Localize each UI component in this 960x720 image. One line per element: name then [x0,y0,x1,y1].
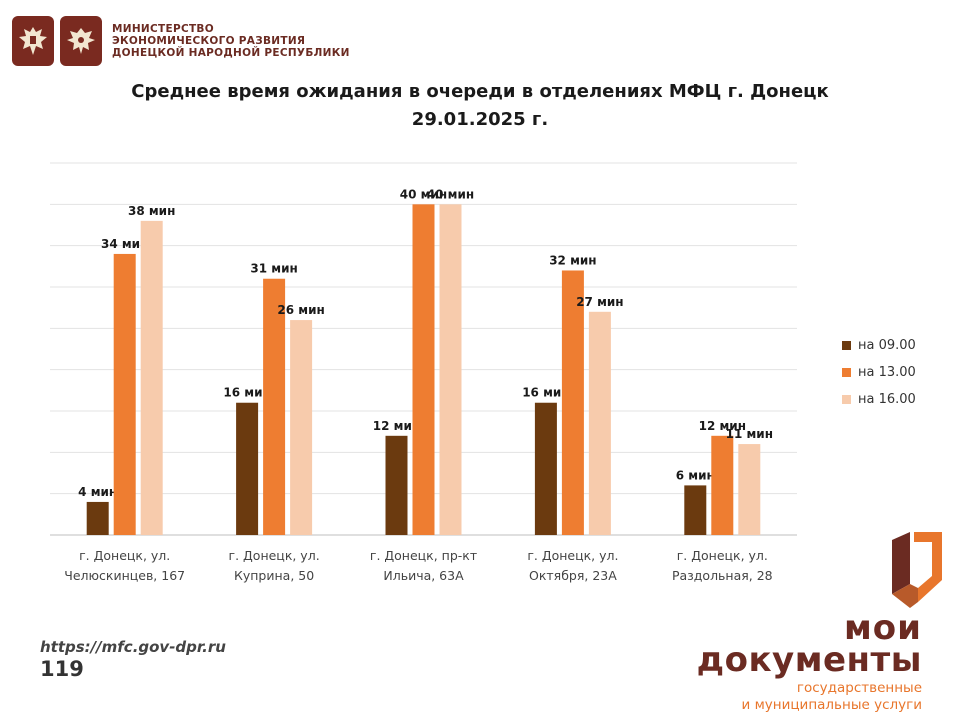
bar [439,204,462,536]
header: МИНИСТЕРСТВО ЭКОНОМИЧЕСКОГО РАЗВИТИЯ ДОН… [12,14,350,68]
bar [412,204,435,536]
legend-label: на 16.00 [858,392,916,407]
ministry-line: ЭКОНОМИЧЕСКОГО РАЗВИТИЯ [112,35,306,47]
bar [290,320,313,535]
chart-title: Среднее время ожидания в очереди в отдел… [0,78,960,134]
category-label: Челюскинцев, 167 [64,568,185,583]
data-label: 26 мин [277,303,324,317]
bar [385,435,408,535]
bar [236,402,259,535]
category-label: г. Донецк, ул. [79,548,170,563]
chart-legend: на 09.00 на 13.00 на 16.00 [842,332,916,413]
brand-block: мои документы государственные и муниципа… [696,608,922,714]
category-label: Октября, 23А [529,568,617,583]
bar [684,485,707,535]
legend-swatch [842,368,851,377]
double-eagle-icon [19,27,47,55]
legend-label: на 09.00 [858,338,916,353]
data-label: 40 мин [400,187,447,201]
bar [263,278,286,535]
data-label: 38 мин [128,204,175,218]
bar [738,444,761,535]
ministry-line: ДОНЕЦКОЙ НАРОДНОЙ РЕСПУБЛИКИ [112,47,350,59]
bar [86,501,109,535]
category-label: Раздольная, 28 [672,568,773,583]
category-label: Куприна, 50 [234,568,314,583]
bar-chart: 4 мин 34 мин 38 мин г. Донецк, ул. Челюскинц… [50,162,797,583]
data-label: 31 мин [250,262,297,276]
bar [561,270,584,535]
data-label: 34 мин [101,237,148,251]
bar [113,253,136,535]
data-label: 27 мин [576,295,623,309]
data-label: 12 мин [373,419,420,433]
category-label: г. Донецк, ул. [229,548,320,563]
bar [588,311,611,535]
moi-dokumenty-logo-icon [892,532,942,608]
data-label: 16 мин [522,386,569,400]
bar [140,220,163,535]
eagle-icon [67,28,95,54]
ministry-name: МИНИСТЕРСТВО ЭКОНОМИЧЕСКОГО РАЗВИТИЯ ДОН… [112,23,350,59]
data-label: 32 мин [549,253,596,267]
category-label: г. Донецк, ул. [677,548,768,563]
ministry-line: МИНИСТЕРСТВО [112,23,214,35]
chart-subtitle-line: 29.01.2025 г. [411,109,549,130]
brand-subtitle-2: и муниципальные услуги [741,697,922,713]
brand-line-1: мои [844,608,922,648]
data-label: 4 мин [78,485,117,499]
legend-item: на 09.00 [842,332,916,359]
ministry-emblem [60,16,102,66]
bar [711,435,734,535]
data-label: 40 мин [427,187,474,201]
brand-line-2: документы [696,640,922,680]
category-label: г. Донецк, ул. [527,548,618,563]
brand-subtitle-1: государственные [796,680,922,696]
legend-label: на 13.00 [858,365,916,380]
data-label: 16 мин [223,386,270,400]
coat-of-arms-emblem [12,16,54,66]
data-label: 12 мин [699,419,746,433]
chart-title-line: Среднее время ожидания в очереди в отдел… [131,81,829,102]
bar [534,402,557,535]
legend-item: на 16.00 [842,386,916,413]
category-label: Ильича, 63А [383,568,464,583]
data-label: 6 мин [676,468,715,482]
page-number: 119 [40,657,84,681]
legend-swatch [842,395,851,404]
category-label: г. Донецк, пр-кт [370,548,477,563]
legend-swatch [842,341,851,350]
data-label: 11 мин [726,427,773,441]
legend-item: на 13.00 [842,359,916,386]
footer-url: https://mfc.gov-dpr.ru [40,638,226,656]
